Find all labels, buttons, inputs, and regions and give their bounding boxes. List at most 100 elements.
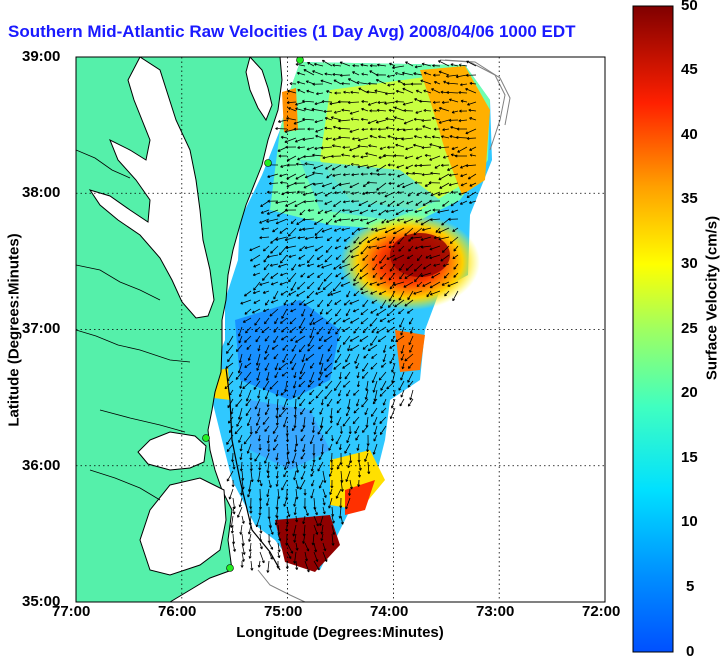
velocity-arrow <box>466 136 477 140</box>
velocity-arrow <box>295 162 306 166</box>
velocity-arrow <box>237 326 243 337</box>
velocity-arrow <box>326 90 333 94</box>
velocity-arrow <box>339 61 351 67</box>
velocity-arrow <box>282 353 288 363</box>
velocity-arrow <box>347 344 351 352</box>
velocity-arrow <box>240 488 244 496</box>
velocity-arrow <box>394 299 405 308</box>
velocity-arrow <box>371 371 378 384</box>
velocity-arrow <box>268 181 279 186</box>
velocity-arrow <box>329 407 333 419</box>
velocity-arrow <box>321 263 333 269</box>
velocity-arrow <box>406 254 414 260</box>
velocity-arrow <box>338 371 342 380</box>
velocity-arrow <box>373 389 378 402</box>
velocity-arrow <box>304 551 308 562</box>
velocity-arrow <box>296 290 306 297</box>
velocity-arrow <box>277 533 282 542</box>
velocity-arrow <box>297 89 306 94</box>
velocity-arrow <box>414 209 423 214</box>
velocity-arrow <box>424 191 432 195</box>
velocity-arrow <box>401 137 414 141</box>
velocity-arrow <box>408 245 414 252</box>
velocity-arrow <box>245 398 252 407</box>
velocity-arrow <box>252 272 261 277</box>
velocity-arrow <box>293 127 306 131</box>
velocity-arrow <box>362 299 369 308</box>
velocity-arrow <box>426 290 432 298</box>
velocity-arrow <box>326 173 333 179</box>
velocity-arrow <box>393 227 405 235</box>
velocity-arrow <box>468 108 477 112</box>
velocity-arrow <box>315 134 324 139</box>
velocity-arrow <box>307 62 315 67</box>
velocity-arrow <box>354 353 360 364</box>
velocity-arrow <box>347 461 351 469</box>
velocity-arrow <box>367 119 378 125</box>
velocity-arrow <box>456 127 468 131</box>
velocity-arrow <box>313 515 319 527</box>
velocity-arrow <box>466 60 477 67</box>
velocity-arrow <box>397 173 405 178</box>
velocity-arrow <box>360 290 369 295</box>
velocity-arrow <box>255 515 261 528</box>
velocity-arrow <box>235 398 243 408</box>
velocity-arrow <box>465 128 477 135</box>
velocity-arrow <box>249 506 253 514</box>
velocity-arrow <box>265 371 270 381</box>
velocity-arrow <box>342 190 351 194</box>
velocity-arrow <box>332 281 342 292</box>
velocity-arrow <box>380 272 387 280</box>
velocity-arrow <box>248 533 252 542</box>
velocity-arrow <box>277 488 281 499</box>
velocity-arrow <box>340 272 351 280</box>
velocity-arrow <box>302 218 315 222</box>
velocity-arrow <box>450 63 459 67</box>
velocity-arrow <box>294 181 306 185</box>
velocity-arrow <box>237 506 243 518</box>
velocity-arrow <box>337 389 342 397</box>
velocity-arrow <box>331 144 342 148</box>
velocity-arrow <box>443 272 450 279</box>
velocity-arrow <box>338 443 342 451</box>
velocity-arrow <box>321 59 333 67</box>
velocity-arrow <box>371 353 378 359</box>
velocity-arrow <box>362 182 369 188</box>
velocity-arrow <box>428 181 441 185</box>
y-tick-label: 37:00 <box>22 320 61 337</box>
velocity-arrow <box>333 110 342 114</box>
velocity-arrow <box>380 263 387 270</box>
velocity-arrow <box>295 560 299 570</box>
velocity-arrow <box>283 470 288 478</box>
velocity-arrow <box>316 326 324 335</box>
velocity-arrow <box>341 208 351 212</box>
velocity-arrow <box>275 416 279 426</box>
velocity-arrow <box>257 470 261 483</box>
x-tick-label: 76:00 <box>158 603 197 620</box>
velocity-arrow <box>413 117 423 121</box>
velocity-arrow <box>310 470 315 477</box>
velocity-arrow <box>227 416 234 424</box>
velocity-arrow <box>291 425 297 432</box>
velocity-arrow <box>407 191 414 197</box>
velocity-arrow <box>287 227 297 237</box>
velocity-arrow <box>381 218 387 224</box>
velocity-arrow <box>325 218 333 225</box>
velocity-arrow <box>362 362 369 372</box>
velocity-arrow <box>388 290 396 302</box>
velocity-arrow <box>335 488 342 499</box>
velocity-arrow <box>405 146 414 151</box>
velocity-arrow <box>301 308 306 317</box>
velocity-arrow <box>441 281 450 286</box>
velocity-arrow <box>361 100 369 104</box>
velocity-arrow <box>395 143 405 148</box>
velocity-arrow <box>302 191 315 196</box>
velocity-arrow <box>365 380 369 392</box>
map-title: Southern Mid-Atlantic Raw Velocities (1 … <box>8 22 576 41</box>
velocity-arrow <box>238 497 243 508</box>
velocity-arrow <box>275 452 279 461</box>
velocity-arrow <box>302 443 306 453</box>
velocity-arrow <box>249 254 261 262</box>
velocity-arrow <box>342 173 351 177</box>
velocity-arrow <box>408 317 414 325</box>
